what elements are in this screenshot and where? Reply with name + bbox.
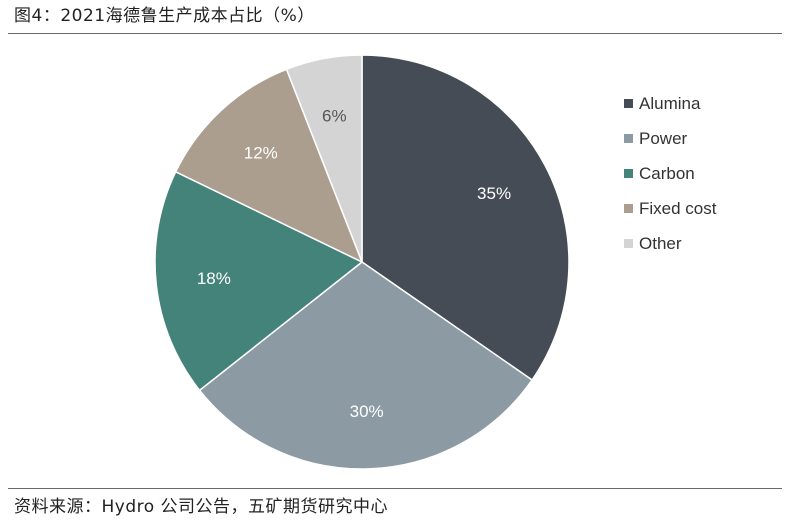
legend-item-other: Other — [624, 226, 716, 261]
pie-slice-other — [285, 54, 363, 263]
legend-swatch — [624, 169, 633, 178]
legend-swatch — [624, 204, 633, 213]
legend-item-fixed-cost: Fixed cost — [624, 191, 716, 226]
bottom-rule — [8, 488, 782, 489]
legend-swatch — [624, 99, 633, 108]
pie-slice-fixed-cost — [174, 68, 364, 264]
legend-label: Power — [639, 128, 688, 148]
legend-label: Other — [639, 233, 682, 253]
data-label-power: 30% — [350, 402, 384, 421]
pie-data-labels: 35% 30% 18% 12% 6% — [197, 107, 511, 421]
top-rule — [8, 33, 782, 34]
legend-swatch — [624, 134, 633, 143]
chart-legend: Alumina Power Carbon Fixed cost Other — [624, 86, 716, 261]
data-label-carbon: 18% — [197, 269, 231, 288]
pie-slices — [154, 54, 570, 470]
legend-swatch — [624, 239, 633, 248]
legend-item-alumina: Alumina — [624, 86, 716, 121]
legend-label: Fixed cost — [639, 198, 717, 218]
pie-slice-power — [198, 261, 534, 470]
pie-slice-carbon — [154, 170, 364, 392]
legend-item-power: Power — [624, 121, 716, 156]
figure-title: 图4：2021海德鲁生产成本占比（%） — [14, 6, 315, 26]
data-label-alumina: 35% — [477, 184, 511, 203]
legend-label: Alumina — [639, 93, 701, 113]
source-note: 资料来源：Hydro 公司公告，五矿期货研究中心 — [14, 497, 389, 517]
data-label-other: 6% — [322, 107, 347, 126]
data-label-fixed-cost: 12% — [244, 144, 278, 163]
legend-item-carbon: Carbon — [624, 156, 716, 191]
legend-label: Carbon — [639, 163, 695, 183]
pie-slice-alumina — [361, 54, 570, 382]
